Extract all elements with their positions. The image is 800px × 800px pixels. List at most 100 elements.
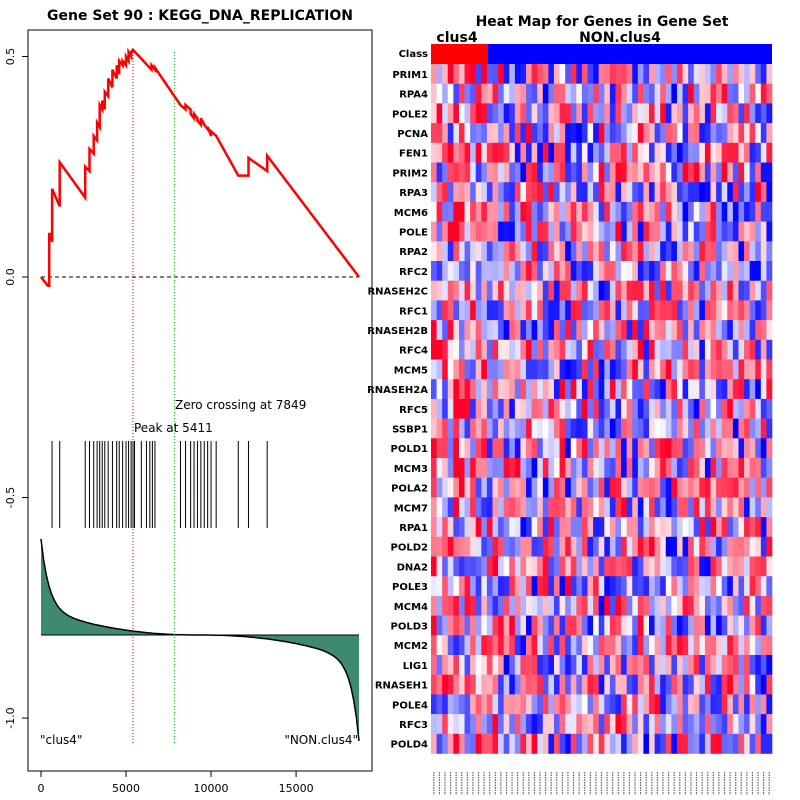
heatmap-cell [537,477,544,498]
heatmap-cell [553,320,560,341]
heatmap-cell [531,201,538,222]
heatmap-cell [609,536,616,557]
heatmap-cell [615,182,622,203]
heatmap-cell [621,536,627,557]
heatmap-cell [537,595,544,616]
heatmap-cell [447,280,454,301]
heatmap-cell [732,438,739,459]
heatmap-cell [447,83,454,104]
heatmap-cell [615,517,622,538]
heatmap-cell [486,398,493,419]
heatmap-cell [537,714,544,735]
heatmap-cell [738,655,745,675]
heatmap-cell [481,162,488,183]
heatmap-cell [559,477,566,498]
heatmap-cell [766,280,773,301]
heatmap-cell [637,201,644,222]
heatmap-cell [604,300,611,321]
heatmap-cell [755,714,762,735]
heatmap-cell [643,733,650,754]
heatmap-cell [615,733,622,754]
heatmap-cell [453,714,460,735]
heatmap-cell [710,674,717,695]
heatmap-cell [593,517,599,538]
heatmap-cell [699,221,706,242]
heatmap-cell [660,241,667,262]
heatmap-cell [632,576,639,597]
heatmap-cell [537,241,544,262]
heatmap-cell [615,458,622,478]
heatmap-cell [732,280,739,301]
heatmap-cell [604,64,611,84]
heatmap-cell [626,398,633,419]
heatmap-cell [676,595,683,616]
heatmap-cell [615,635,622,656]
heatmap-cell [453,418,460,439]
heatmap-cell [671,142,678,163]
heatmap-cell [475,221,482,242]
heatmap-cell [693,674,700,695]
heatmap-cell [615,477,622,498]
heatmap-cell [621,398,627,419]
heatmap-cell [520,418,527,439]
heatmap-cell [520,517,527,538]
heatmap-cell [755,477,762,498]
heatmap-cell [693,733,700,754]
heatmap-cell [649,182,655,203]
heatmap-cell [598,438,605,459]
heatmap-cell [755,655,762,675]
heatmap-cell [755,733,762,754]
heatmap-cell [665,418,672,439]
heatmap-cell [458,497,465,518]
heatmap-cell [542,162,549,183]
heatmap-cell [676,694,683,715]
heatmap-cell [637,379,644,400]
heatmap-cell [553,694,560,715]
gene-label: POLE2 [392,109,428,120]
heatmap-cell [570,320,577,341]
heatmap-cell [721,64,728,84]
heatmap-cell [486,497,493,518]
heatmap-cell [453,497,460,518]
heatmap-cell [553,576,560,597]
heatmap-cell [498,241,504,262]
heatmap-cell [570,714,577,735]
heatmap-cell [509,123,516,144]
heatmap-cell [531,300,538,321]
heatmap-cell [744,261,750,281]
heatmap-cell [682,635,689,656]
heatmap-cell [688,123,695,144]
heatmap-cell [626,477,633,498]
heatmap-cell [643,497,650,518]
heatmap-cell [436,241,443,262]
heatmap-cell [486,162,493,183]
heatmap-cell [716,241,722,262]
heatmap-cell [553,201,560,222]
gene-label: POLD3 [391,622,429,633]
heatmap-cell [559,655,566,675]
heatmap-cell [581,261,588,281]
heatmap-cell [498,458,504,478]
gene-label: RFC3 [399,720,428,731]
heatmap-cell [492,182,499,203]
heatmap-cell [721,655,728,675]
heatmap-cell [431,418,437,439]
heatmap-cell [520,497,527,518]
heatmap-cell [537,379,544,400]
heatmap-cell [514,674,521,695]
heatmap-cell [464,497,471,518]
heatmap-cell [520,241,527,262]
heatmap-cell [570,438,577,459]
heatmap-cell [531,674,538,695]
heatmap-cell [565,182,572,203]
heatmap-cell [587,576,594,597]
heatmap-cell [716,635,722,656]
heatmap-cell [654,438,661,459]
heatmap-cell [755,103,762,124]
heatmap-cell [447,655,454,675]
heatmap-cell [704,418,711,439]
heatmap-cell [542,418,549,439]
heatmap-cell [509,339,516,360]
heatmap-cell [486,221,493,242]
heatmap-cell [676,162,683,183]
